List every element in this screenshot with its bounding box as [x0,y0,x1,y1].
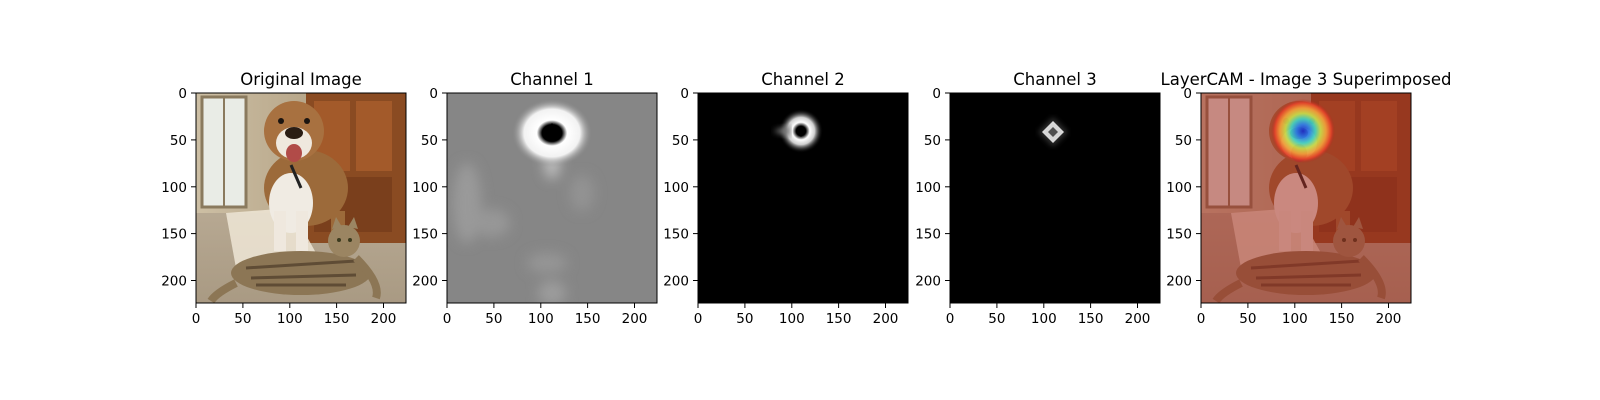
x-tick-label: 200 [1376,311,1402,327]
heatmap-channel-1 [447,93,657,303]
heatmap-channel-3 [950,93,1160,303]
x-axis: 0 50 100 150 200 [443,303,648,327]
x-tick-label: 50 [736,311,753,327]
photo-dog-cat [196,93,406,303]
axes-frame [697,92,909,304]
axes-frame [1200,92,1412,304]
x-tick-label: 0 [694,311,703,327]
panel-title: LayerCAM - Image 3 Superimposed [1161,70,1452,89]
x-tick-label: 200 [371,311,397,327]
heatmap-channel-2 [698,93,908,303]
y-tick-label: 50 [924,133,941,149]
axes-frame [446,92,658,304]
x-tick-label: 200 [873,311,899,327]
x-axis: 0 50 100 150 200 [694,303,899,327]
y-axis: 0 50 100 150 200 [915,86,950,290]
y-axis: 0 50 100 150 200 [161,86,196,290]
axes-frame [195,92,407,304]
x-tick-label: 150 [1329,311,1355,327]
x-tick-label: 200 [622,311,648,327]
y-tick-label: 150 [161,227,187,243]
y-tick-label: 50 [672,133,689,149]
panel-layercam-superimposed: LayerCAM - Image 3 Superimposed 0 50 100… [1161,70,1452,327]
y-tick-label: 50 [1175,133,1192,149]
y-tick-label: 100 [161,180,187,196]
x-tick-label: 100 [779,311,805,327]
y-tick-label: 100 [663,180,689,196]
y-tick-label: 150 [915,227,941,243]
x-tick-label: 100 [1031,311,1057,327]
panel-channel-1: Channel 1 0 50 100 150 20 [412,70,658,327]
x-tick-label: 50 [1239,311,1256,327]
axes-frame [949,92,1161,304]
y-axis: 0 50 100 150 200 [663,86,698,290]
y-tick-label: 100 [1166,180,1192,196]
y-tick-label: 50 [170,133,187,149]
panel-title: Original Image [240,70,362,89]
y-tick-label: 0 [1183,86,1192,102]
y-tick-label: 150 [412,227,438,243]
y-tick-label: 200 [915,274,941,290]
y-axis: 0 50 100 150 200 [1166,86,1201,290]
x-axis: 0 50 100 150 200 [1197,303,1402,327]
x-tick-label: 150 [826,311,852,327]
y-tick-label: 200 [1166,274,1192,290]
panel-title: Channel 1 [510,70,593,89]
x-tick-label: 150 [1078,311,1104,327]
panel-channel-3: Channel 3 0 50 100 150 200 0 50 100 150 … [915,70,1161,327]
y-tick-label: 150 [1166,227,1192,243]
y-tick-label: 0 [680,86,689,102]
y-tick-label: 100 [412,180,438,196]
panel-title: Channel 3 [1013,70,1096,89]
x-tick-label: 150 [324,311,350,327]
y-tick-label: 0 [429,86,438,102]
x-tick-label: 50 [988,311,1005,327]
y-tick-label: 150 [663,227,689,243]
y-axis: 0 50 100 150 200 [412,86,447,290]
x-tick-label: 100 [528,311,554,327]
x-tick-label: 200 [1125,311,1151,327]
x-tick-label: 0 [192,311,201,327]
y-tick-label: 0 [932,86,941,102]
y-tick-label: 200 [412,274,438,290]
x-tick-label: 0 [443,311,452,327]
x-tick-label: 0 [946,311,955,327]
x-tick-label: 50 [485,311,502,327]
x-tick-label: 0 [1197,311,1206,327]
x-tick-label: 100 [277,311,303,327]
panel-original-image: Original Image 0 50 100 150 200 0 50 100… [161,70,406,327]
x-axis: 0 50 100 150 200 [946,303,1151,327]
y-tick-label: 200 [663,274,689,290]
x-tick-label: 150 [575,311,601,327]
y-tick-label: 50 [421,133,438,149]
panel-channel-2: Channel 2 0 50 100 150 200 0 50 100 150 … [663,70,909,327]
y-tick-label: 100 [915,180,941,196]
x-tick-label: 50 [234,311,251,327]
y-tick-label: 0 [178,86,187,102]
x-axis: 0 50 100 150 200 [192,303,397,327]
y-tick-label: 200 [161,274,187,290]
x-tick-label: 100 [1282,311,1308,327]
photo-dog-cat-jet-overlay [1201,93,1411,303]
panel-title: Channel 2 [761,70,844,89]
